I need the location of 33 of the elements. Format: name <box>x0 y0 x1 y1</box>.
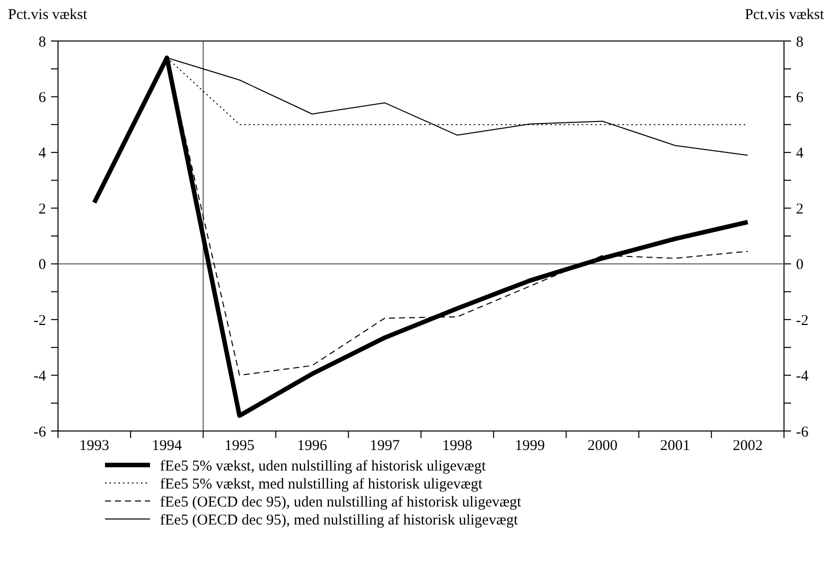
y2-tick-label: 0 <box>796 257 804 274</box>
x-tick-label: 2001 <box>660 438 690 454</box>
y-tick-label: 4 <box>38 146 46 162</box>
y2-tick-label: -4 <box>796 368 809 385</box>
legend-label: fEe5 5% vækst, med nulstilling af historisk uligevægt <box>160 476 484 492</box>
y-tick-label: 2 <box>38 201 46 218</box>
y-tick-label: -6 <box>34 424 46 440</box>
x-tick-label: 2002 <box>732 438 763 454</box>
y2-tick-label: -6 <box>796 424 809 440</box>
x-tick-label: 1999 <box>514 438 545 454</box>
line-series <box>92 55 750 418</box>
y-tick-label: 8 <box>38 34 46 50</box>
y-tick-label: 0 <box>38 257 46 274</box>
x-tick-label: 1996 <box>297 438 328 454</box>
x-tick-label: 1998 <box>442 438 472 454</box>
y-tick-label: -2 <box>34 312 46 329</box>
x-tick-label: 1994 <box>152 438 182 454</box>
x-tick-label: 2000 <box>588 438 618 454</box>
x-tick-label: 1993 <box>79 438 110 454</box>
y-tick-label: 6 <box>38 90 46 106</box>
y2-tick-label: 6 <box>796 90 804 106</box>
y2-tick-label: 8 <box>796 34 804 50</box>
x-tick-label: 1995 <box>224 438 254 454</box>
y2-tick-label: -2 <box>796 312 808 329</box>
legend-label: fEe5 (OECD dec 95), uden nulstilling af historisk uligevægt <box>160 494 522 510</box>
y-tick-label: -4 <box>34 368 46 385</box>
y2-tick-label: 2 <box>796 201 804 218</box>
x-tick-label: 1997 <box>370 438 400 454</box>
y-axis-title: Pct.vis vækst <box>8 7 88 23</box>
y2-axis-title: Pct.vis vækst <box>744 7 825 23</box>
y2-tick-label: 4 <box>796 146 804 162</box>
legend-label: fEe5 5% vækst, uden nulstilling af historisk uligevægt <box>160 458 487 474</box>
legend-label: fEe5 (OECD dec 95), med nulstilling af historisk uligevægt <box>160 512 519 528</box>
